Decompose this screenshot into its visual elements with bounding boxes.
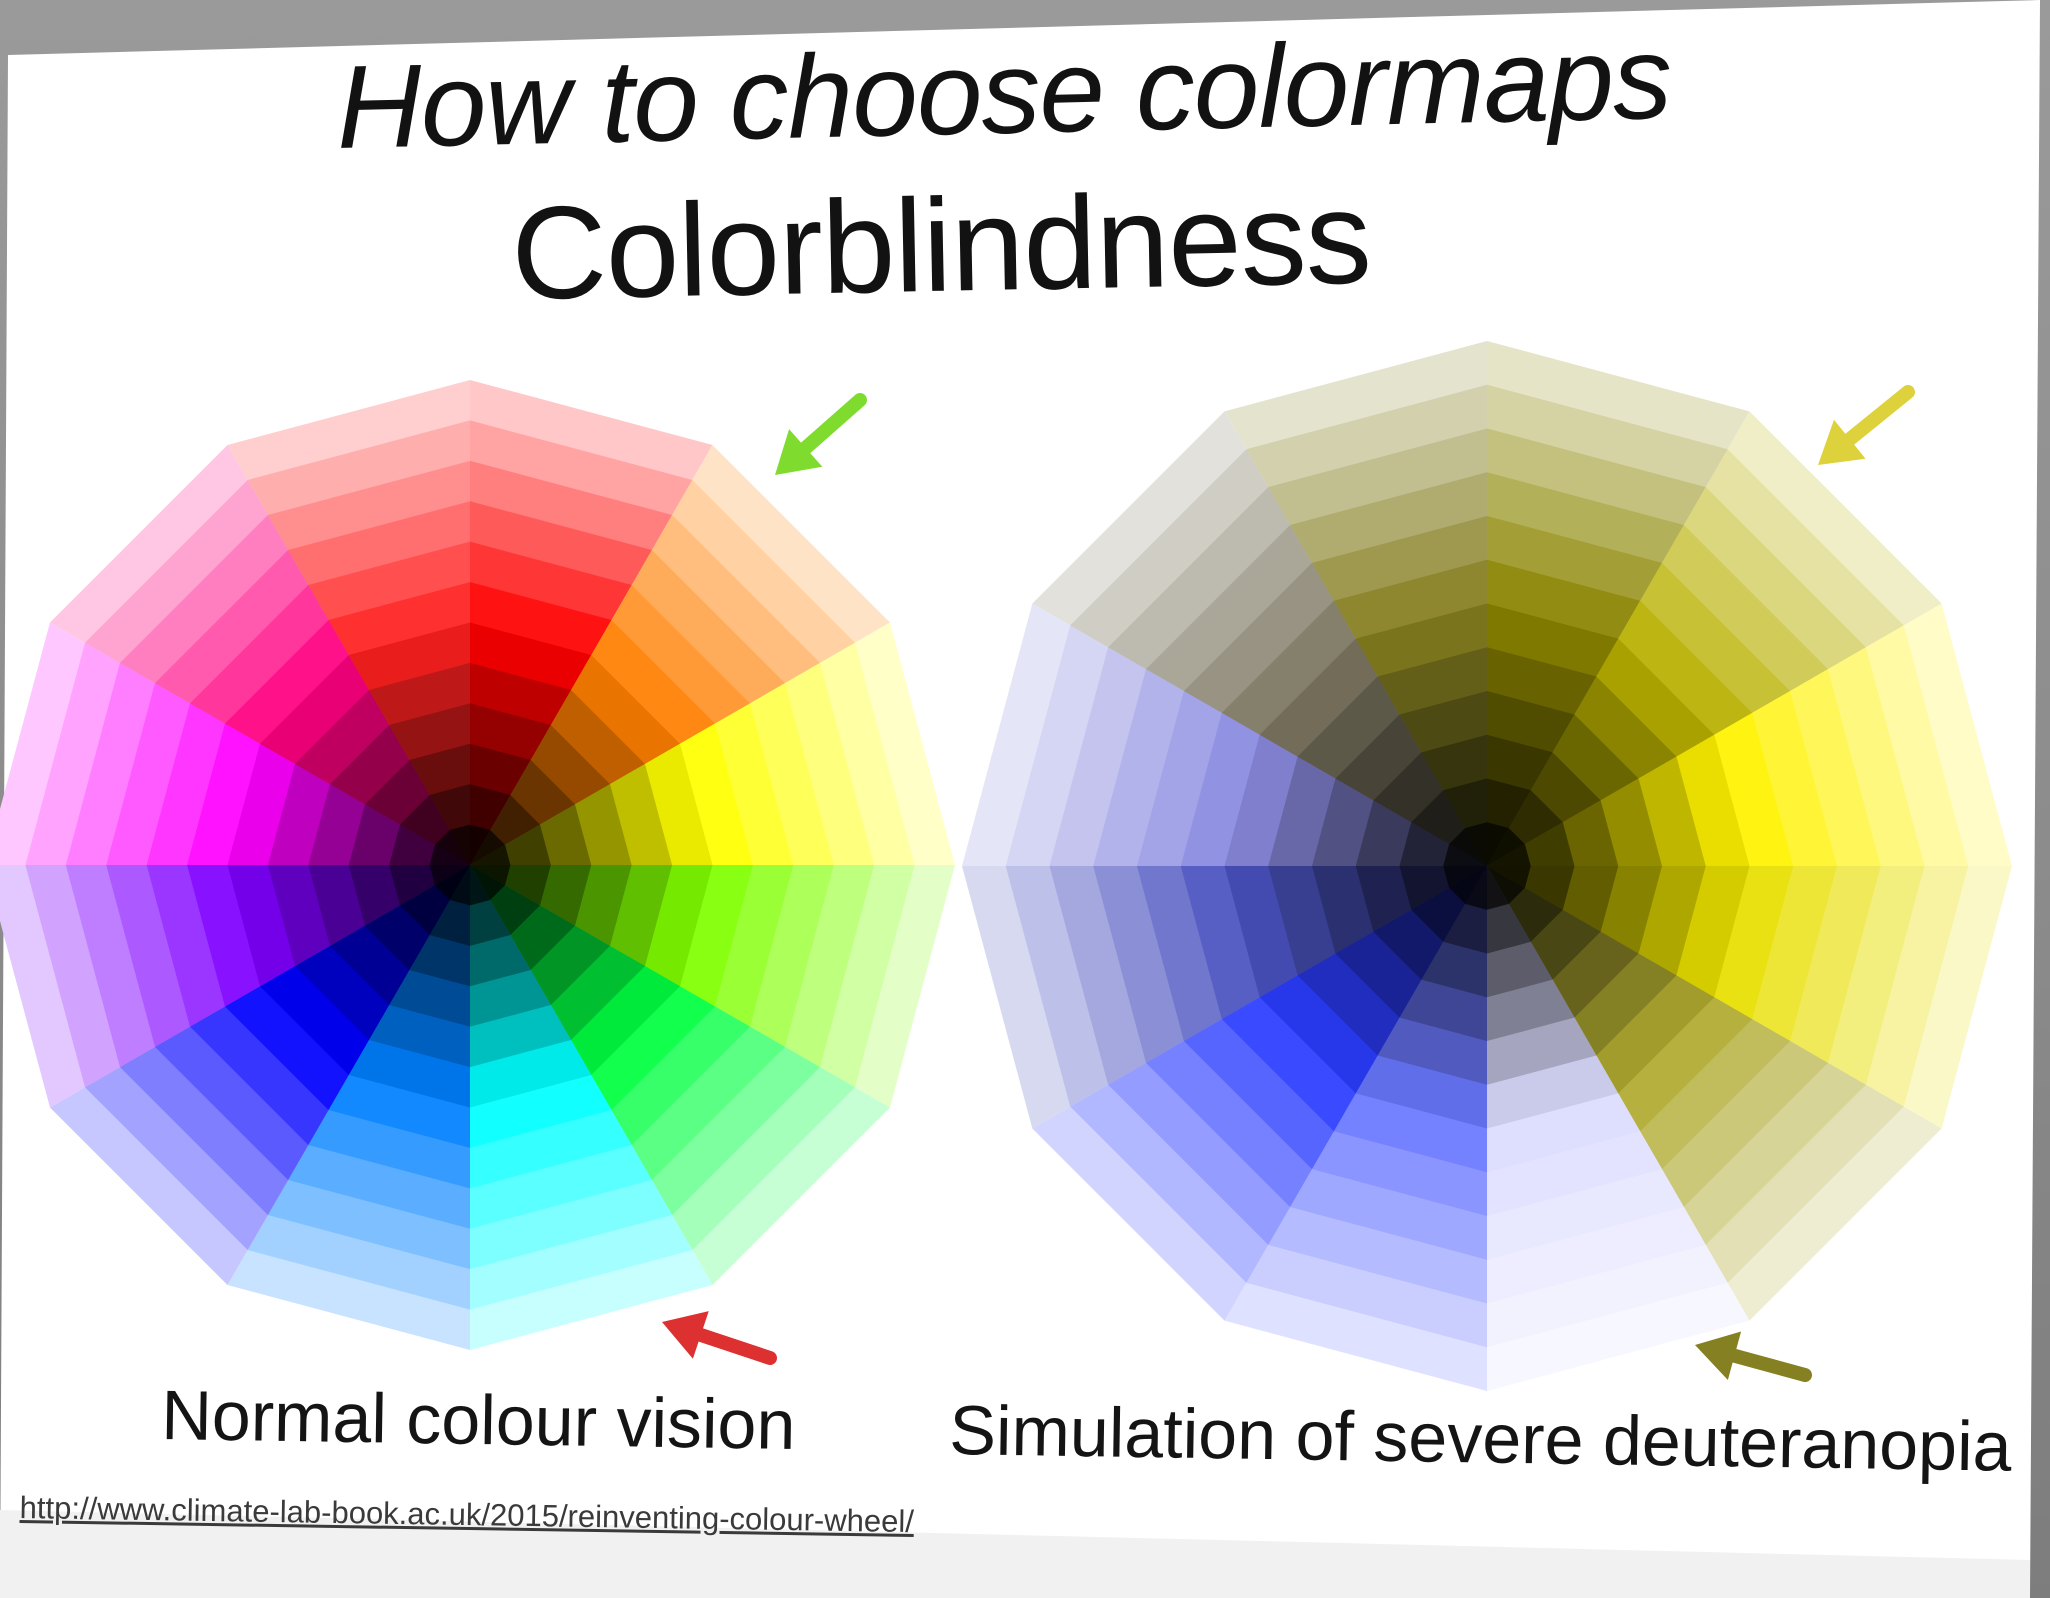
red-arrow-shaft: [683, 1324, 777, 1365]
wheel-segment: [1487, 828, 1525, 866]
wheel-segment: [449, 824, 470, 865]
wheel-segment: [1487, 866, 1509, 910]
green-arrow-icon: [775, 429, 823, 475]
wheel-deuteranopia: [962, 341, 2012, 1391]
wheel-segment: [434, 865, 470, 901]
wheel-segment: [1487, 844, 1531, 866]
wheel-segment: [1449, 866, 1487, 904]
wheel-segment: [470, 865, 506, 901]
wheel-segment: [1449, 828, 1487, 866]
wheel-segment: [449, 865, 470, 906]
olive-arrow-shaft: [1716, 1345, 1812, 1382]
caption-normal-vision: Normal colour vision: [160, 1375, 797, 1464]
wheel-segment: [1465, 866, 1487, 910]
wheel-segment: [1465, 822, 1487, 866]
wheel-segment: [429, 865, 470, 886]
red-arrow-icon: [662, 1311, 709, 1359]
wheel-segment: [470, 865, 511, 886]
wheel-segment: [470, 865, 491, 906]
wheel-segment: [1443, 866, 1487, 888]
wheel-segment: [470, 824, 491, 865]
yellow-arrow-icon: [1818, 419, 1866, 465]
wheel-segment: [434, 829, 470, 865]
wheel-normal: [0, 380, 955, 1350]
wheel-segment: [470, 844, 511, 865]
wheel-segment: [470, 829, 506, 865]
caption-deuteranopia: Simulation of severe deuteranopia: [948, 1390, 2013, 1486]
slide-title: Colorblindness: [510, 163, 1372, 327]
wheel-segment: [1487, 866, 1525, 904]
yellow-arrow-shaft: [1834, 385, 1915, 454]
wheel-segment: [429, 844, 470, 865]
wheel-segment: [1487, 822, 1509, 866]
green-arrow-shaft: [790, 393, 867, 463]
wheel-segment: [1443, 844, 1487, 866]
wheel-segment: [1487, 866, 1531, 888]
olive-arrow-icon: [1695, 1331, 1742, 1380]
